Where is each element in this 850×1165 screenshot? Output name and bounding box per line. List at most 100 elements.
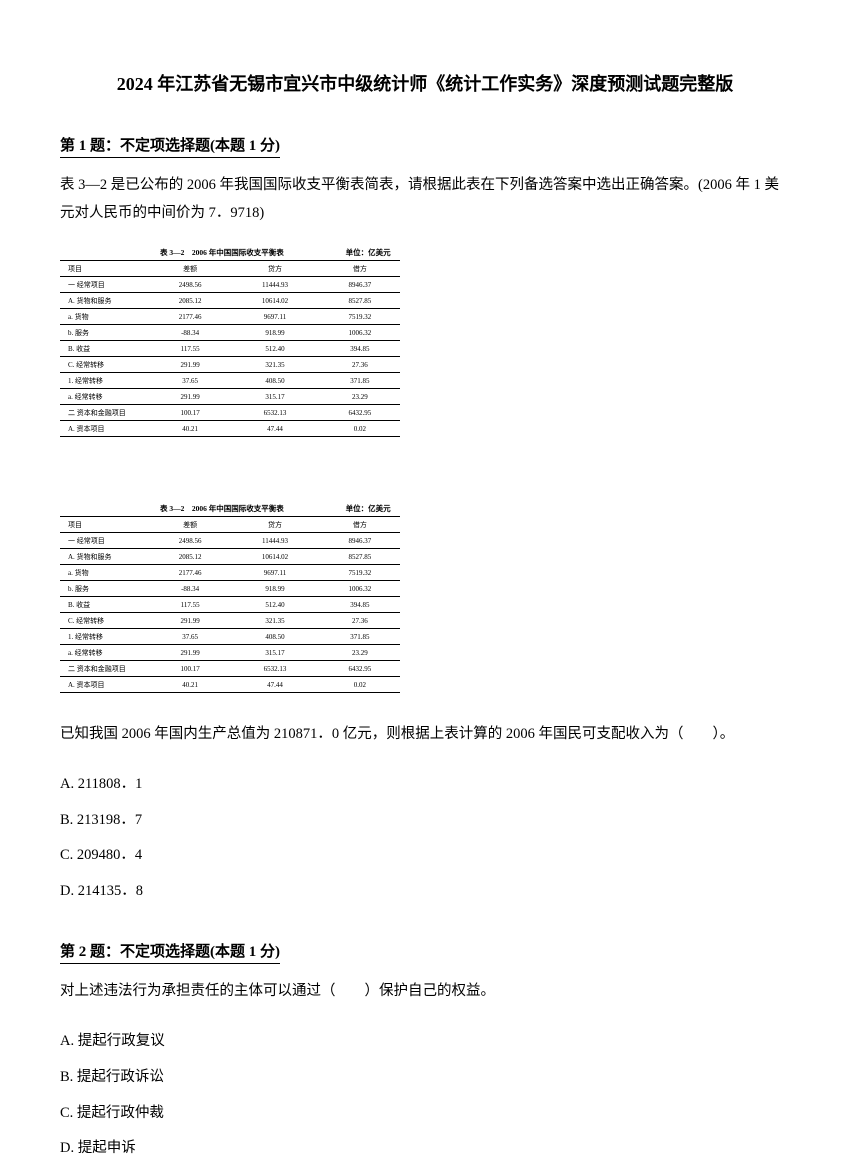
table-header-cell: 项目: [60, 517, 150, 533]
table-cell: b. 服务: [60, 325, 150, 341]
table-cell: a. 经常转移: [60, 389, 150, 405]
table-cell: 2177.46: [150, 309, 230, 325]
table-cell: C. 经常转移: [60, 613, 150, 629]
table-row: a. 货物2177.469697.117519.32: [60, 309, 400, 325]
table-cell: 二 资本和金融项目: [60, 405, 150, 421]
table-cell: 321.35: [230, 613, 319, 629]
table-cell: 321.35: [230, 357, 319, 373]
table-cell: 27.36: [320, 357, 400, 373]
table-cell: 371.85: [320, 373, 400, 389]
q2-option-c: C. 提起行政仲裁: [60, 1098, 790, 1130]
table-row: C. 经常转移291.99321.3527.36: [60, 613, 400, 629]
table-cell: a. 货物: [60, 565, 150, 581]
table-cell: b. 服务: [60, 581, 150, 597]
table-cell: 9697.11: [230, 309, 319, 325]
table-cell: 6532.13: [230, 405, 319, 421]
table-cell: B. 收益: [60, 341, 150, 357]
table-cell: 40.21: [150, 421, 230, 437]
table-cell: 1006.32: [320, 325, 400, 341]
table-cell: 408.50: [230, 373, 319, 389]
table-row: A. 货物和服务2085.1210614.028527.85: [60, 293, 400, 309]
table-cell: 7519.32: [320, 309, 400, 325]
table-cell: 2498.56: [150, 277, 230, 293]
table-header-cell: 借方: [320, 261, 400, 277]
table-cell: 8946.37: [320, 277, 400, 293]
table-caption: 表 3—2 2006 年中国国际收支平衡表: [160, 504, 284, 513]
question-1: 第 1 题：不定项选择题(本题 1 分) 表 3—2 是已公布的 2006 年我…: [60, 134, 790, 908]
q1-option-b: B. 213198．7: [60, 805, 790, 837]
table-cell: 8946.37: [320, 533, 400, 549]
table-cell: 100.17: [150, 661, 230, 677]
table-cell: 23.29: [320, 645, 400, 661]
table-cell: a. 经常转移: [60, 645, 150, 661]
table-cell: 6432.95: [320, 405, 400, 421]
table-cell: 40.21: [150, 677, 230, 693]
table-cell: A. 资本项目: [60, 421, 150, 437]
q1-header: 第 1 题：不定项选择题(本题 1 分): [60, 134, 280, 158]
table-header-cell: 差额: [150, 517, 230, 533]
table-cell: 512.40: [230, 597, 319, 613]
table-row: 二 资本和金融项目100.176532.136432.95: [60, 405, 400, 421]
table-cell: a. 货物: [60, 309, 150, 325]
page-title: 2024 年江苏省无锡市宜兴市中级统计师《统计工作实务》深度预测试题完整版: [60, 70, 790, 96]
table-cell: 394.85: [320, 341, 400, 357]
table-row: B. 收益117.55512.40394.85: [60, 597, 400, 613]
table-cell: 8527.85: [320, 549, 400, 565]
table-row: 一 经常项目2498.5611444.938946.37: [60, 533, 400, 549]
q1-option-c: C. 209480．4: [60, 840, 790, 872]
table-cell: 一 经常项目: [60, 277, 150, 293]
question-2: 第 2 题：不定项选择题(本题 1 分) 对上述违法行为承担责任的主体可以通过（…: [60, 940, 790, 1165]
table-cell: 371.85: [320, 629, 400, 645]
table-row: A. 货物和服务2085.1210614.028527.85: [60, 549, 400, 565]
table-cell: 47.44: [230, 677, 319, 693]
q2-option-a: A. 提起行政复议: [60, 1026, 790, 1058]
q2-options: A. 提起行政复议 B. 提起行政诉讼 C. 提起行政仲裁 D. 提起申诉: [60, 1026, 790, 1165]
table-header-cell: 贷方: [230, 261, 319, 277]
table-cell: 11444.93: [230, 533, 319, 549]
table-cell: 918.99: [230, 581, 319, 597]
table-cell: 一 经常项目: [60, 533, 150, 549]
table-row: C. 经常转移291.99321.3527.36: [60, 357, 400, 373]
table-cell: 23.29: [320, 389, 400, 405]
table-cell: 11444.93: [230, 277, 319, 293]
table-cell: 8527.85: [320, 293, 400, 309]
table-cell: A. 货物和服务: [60, 293, 150, 309]
table-unit: 单位：亿美元: [346, 503, 391, 514]
table-cell: -88.34: [150, 581, 230, 597]
table-cell: 100.17: [150, 405, 230, 421]
table-cell: 512.40: [230, 341, 319, 357]
table-cell: 10614.02: [230, 293, 319, 309]
table-cell: 47.44: [230, 421, 319, 437]
table-cell: 0.02: [320, 677, 400, 693]
q1-option-a: A. 211808．1: [60, 769, 790, 801]
table-cell: 9697.11: [230, 565, 319, 581]
table-cell: 10614.02: [230, 549, 319, 565]
table-header-cell: 差额: [150, 261, 230, 277]
q1-option-d: D. 214135．8: [60, 876, 790, 908]
table-header-cell: 借方: [320, 517, 400, 533]
table-cell: 1. 经常转移: [60, 629, 150, 645]
table-cell: 315.17: [230, 389, 319, 405]
table-cell: 1006.32: [320, 581, 400, 597]
table-cell: 315.17: [230, 645, 319, 661]
table-caption: 表 3—2 2006 年中国国际收支平衡表: [160, 248, 284, 257]
table-row: B. 收益117.55512.40394.85: [60, 341, 400, 357]
table-cell: 117.55: [150, 597, 230, 613]
table-cell: 2177.46: [150, 565, 230, 581]
table-cell: 408.50: [230, 629, 319, 645]
table-cell: 117.55: [150, 341, 230, 357]
table-cell: 二 资本和金融项目: [60, 661, 150, 677]
table-cell: -88.34: [150, 325, 230, 341]
table-cell: 7519.32: [320, 565, 400, 581]
table-cell: 27.36: [320, 613, 400, 629]
table-cell: 918.99: [230, 325, 319, 341]
q2-header: 第 2 题：不定项选择题(本题 1 分): [60, 940, 280, 964]
table-cell: 1. 经常转移: [60, 373, 150, 389]
table-cell: 394.85: [320, 597, 400, 613]
table-unit: 单位：亿美元: [346, 247, 391, 258]
table-cell: A. 货物和服务: [60, 549, 150, 565]
table-row: a. 经常转移291.99315.1723.29: [60, 645, 400, 661]
table-row: a. 经常转移291.99315.1723.29: [60, 389, 400, 405]
q2-option-d: D. 提起申诉: [60, 1133, 790, 1165]
q2-text: 对上述违法行为承担责任的主体可以通过（ ）保护自己的权益。: [60, 978, 790, 1006]
